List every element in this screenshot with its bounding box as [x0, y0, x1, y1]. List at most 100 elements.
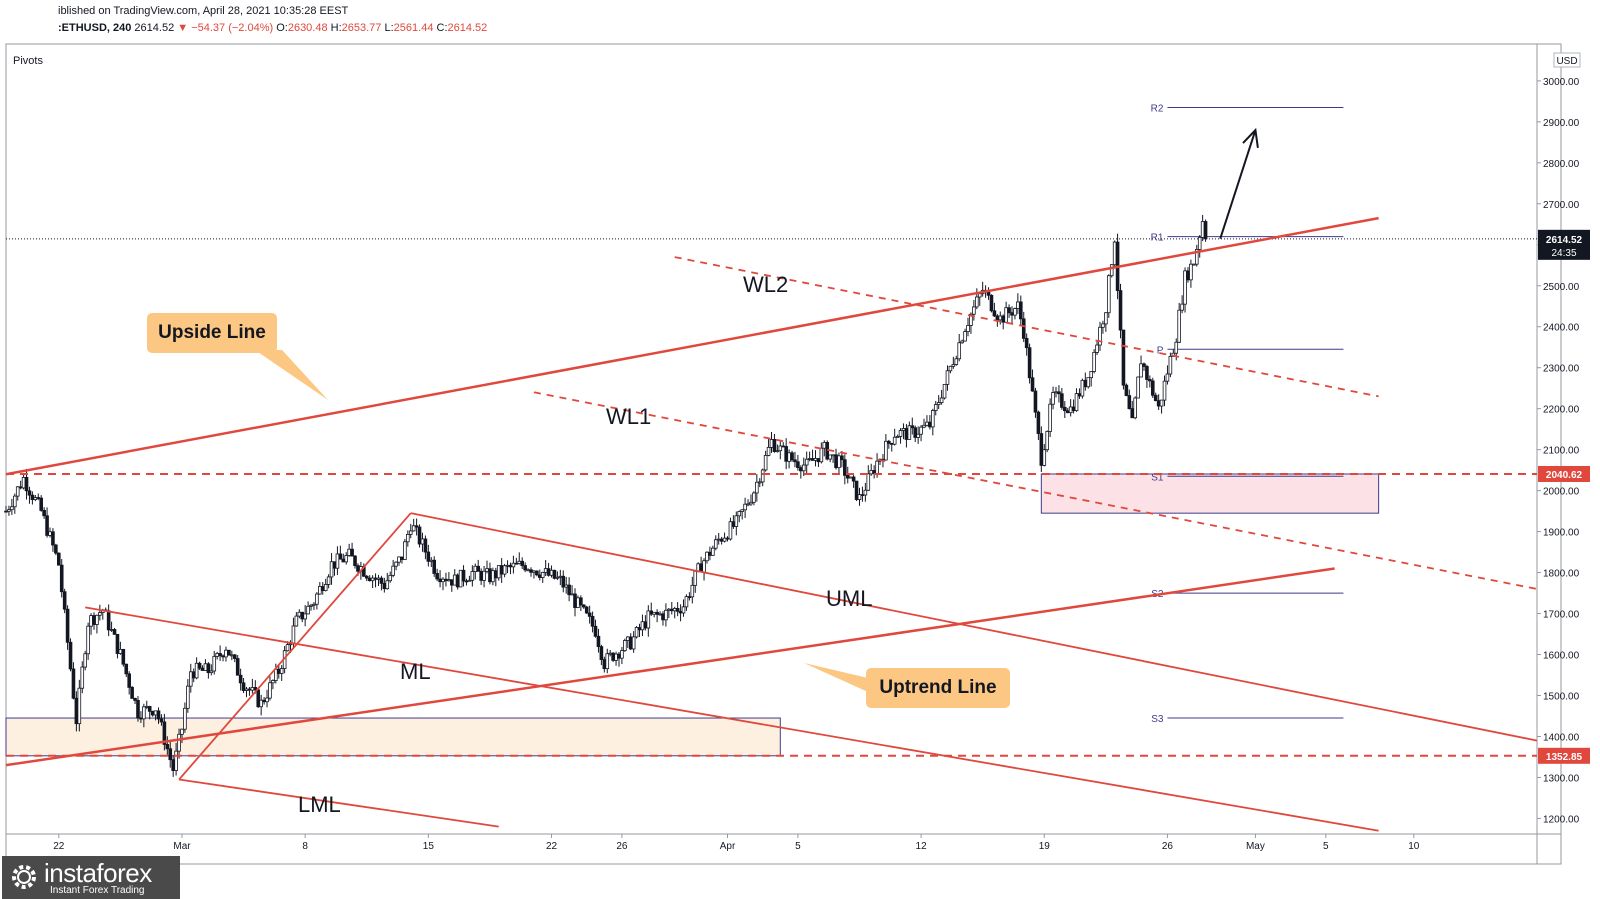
- candle-body-221[interactable]: [652, 611, 656, 615]
- candle-body-268[interactable]: [790, 452, 794, 461]
- candle-body-396[interactable]: [1165, 373, 1170, 382]
- candle-body-143[interactable]: [423, 538, 428, 553]
- candle-body-370[interactable]: [1089, 371, 1093, 379]
- candle-body-226[interactable]: [667, 608, 671, 611]
- candle-body-125[interactable]: [370, 577, 375, 582]
- candle-body-10[interactable]: [33, 497, 38, 500]
- candle-body-73[interactable]: [218, 653, 222, 657]
- candle-body-96[interactable]: [285, 644, 290, 652]
- currency-box[interactable]: [1553, 52, 1581, 68]
- candle-body-65[interactable]: [194, 662, 199, 679]
- candle-body-271[interactable]: [799, 467, 803, 472]
- candle-body-137[interactable]: [406, 533, 410, 543]
- candle-body-291[interactable]: [857, 494, 862, 500]
- candle-body-274[interactable]: [807, 458, 812, 460]
- candle-body-255[interactable]: [752, 492, 756, 503]
- candle-body-127[interactable]: [376, 577, 381, 580]
- candle-body-286[interactable]: [843, 459, 847, 476]
- candle-body-327[interactable]: [963, 331, 967, 342]
- candle-body-270[interactable]: [796, 461, 800, 468]
- candle-body-9[interactable]: [30, 494, 35, 500]
- candle-body-367[interactable]: [1080, 379, 1085, 397]
- candle-body-80[interactable]: [238, 674, 243, 684]
- candle-body-204[interactable]: [602, 659, 607, 670]
- candle-body-82[interactable]: [244, 688, 249, 691]
- candle-body-352[interactable]: [1036, 411, 1041, 434]
- candle-body-37[interactable]: [112, 629, 117, 635]
- candle-body-241[interactable]: [711, 547, 715, 556]
- candle-body-288[interactable]: [848, 476, 853, 479]
- candle-body-188[interactable]: [555, 576, 560, 579]
- candle-body-294[interactable]: [866, 473, 871, 491]
- candle-body-51[interactable]: [153, 710, 158, 716]
- candle-body-279[interactable]: [822, 442, 827, 449]
- candle-body-133[interactable]: [394, 561, 398, 567]
- candle-body-151[interactable]: [447, 579, 451, 582]
- candle-body-319[interactable]: [939, 397, 944, 403]
- candle-body-129[interactable]: [382, 582, 387, 590]
- candle-body-66[interactable]: [197, 662, 202, 669]
- candle-body-148[interactable]: [438, 578, 442, 583]
- trendline-upside-line[interactable]: [5, 216, 1379, 476]
- candle-body-197[interactable]: [581, 604, 586, 608]
- candle-body-324[interactable]: [954, 358, 959, 365]
- candle-body-408[interactable]: [1200, 221, 1205, 238]
- candle-body-7[interactable]: [24, 476, 29, 492]
- candle-body-211[interactable]: [623, 640, 627, 652]
- candle-body-202[interactable]: [596, 635, 601, 647]
- candle-body-14[interactable]: [45, 515, 49, 536]
- candle-body-404[interactable]: [1189, 263, 1193, 281]
- candle-body-361[interactable]: [1062, 406, 1067, 412]
- candle-body-90[interactable]: [268, 682, 272, 699]
- candle-body-250[interactable]: [737, 511, 742, 517]
- candle-body-183[interactable]: [540, 572, 545, 578]
- candle-body-102[interactable]: [303, 613, 307, 620]
- candle-body-281[interactable]: [828, 454, 832, 460]
- symbol-label[interactable]: :ETHUSD, 240: [58, 22, 132, 34]
- candle-body-341[interactable]: [1004, 307, 1008, 323]
- candle-body-35[interactable]: [106, 610, 111, 631]
- candle-body-115[interactable]: [341, 558, 346, 563]
- candle-body-107[interactable]: [318, 586, 322, 595]
- candle-body-190[interactable]: [561, 575, 566, 588]
- candle-body-383[interactable]: [1127, 395, 1132, 409]
- candle-body-223[interactable]: [658, 613, 662, 616]
- candle-body-243[interactable]: [716, 538, 721, 541]
- candle-body-163[interactable]: [482, 570, 486, 581]
- candle-body-381[interactable]: [1121, 329, 1126, 386]
- candle-body-1[interactable]: [7, 509, 11, 512]
- candle-body-84[interactable]: [250, 687, 255, 691]
- candle-body-177[interactable]: [523, 565, 527, 571]
- candle-body-150[interactable]: [444, 578, 448, 582]
- candle-body-275[interactable]: [810, 458, 815, 461]
- candle-body-355[interactable]: [1045, 431, 1049, 451]
- candle-body-282[interactable]: [831, 454, 835, 457]
- candle-body-63[interactable]: [188, 671, 193, 687]
- candle-body-103[interactable]: [306, 605, 310, 615]
- candle-body-252[interactable]: [743, 503, 747, 511]
- candle-body-349[interactable]: [1027, 347, 1032, 379]
- candle-body-272[interactable]: [801, 464, 806, 472]
- candle-body-23[interactable]: [71, 668, 76, 699]
- candle-body-4[interactable]: [15, 486, 20, 497]
- candle-body-348[interactable]: [1024, 337, 1029, 349]
- candle-body-3[interactable]: [12, 495, 17, 508]
- candle-body-170[interactable]: [502, 565, 507, 575]
- candle-body-26[interactable]: [80, 666, 85, 689]
- candle-body-200[interactable]: [590, 615, 595, 627]
- candle-body-302[interactable]: [889, 442, 894, 445]
- candle-body-371[interactable]: [1092, 351, 1096, 372]
- trendline-ml[interactable]: [85, 606, 1379, 832]
- candle-body-106[interactable]: [315, 593, 319, 605]
- candle-body-166[interactable]: [491, 570, 495, 583]
- candle-body-312[interactable]: [919, 426, 923, 435]
- candle-body-311[interactable]: [916, 433, 920, 438]
- trendline-uptrend-line[interactable]: [5, 567, 1335, 767]
- candle-body-22[interactable]: [68, 641, 73, 670]
- candle-body-301[interactable]: [887, 440, 891, 444]
- candle-body-380[interactable]: [1118, 290, 1123, 331]
- candle-body-242[interactable]: [713, 539, 718, 549]
- candle-body-216[interactable]: [637, 627, 642, 631]
- candle-body-15[interactable]: [48, 531, 52, 536]
